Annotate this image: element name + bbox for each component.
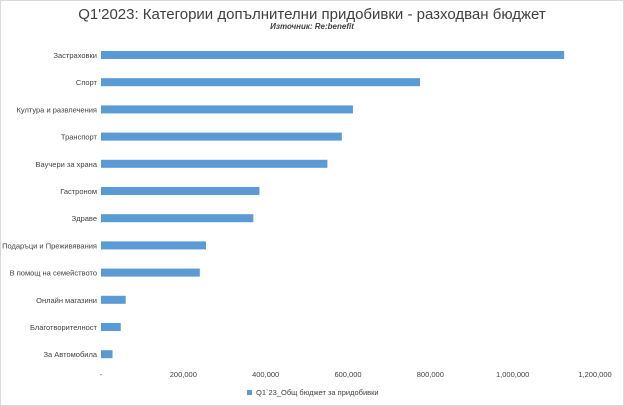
x-tick-label: 600,000 [334,370,361,379]
bar [101,241,206,250]
category-label: Застраховки [53,51,97,60]
category-label: За Автомобила [44,350,98,359]
x-tick-label: - [100,370,103,379]
category-label: Подаръци и Преживявания [2,241,97,250]
category-label: Култура и развлечения [17,105,98,114]
x-tick-label: 200,000 [170,370,197,379]
category-label: Онлайн магазини [36,296,97,305]
bar [101,214,254,223]
bar [101,295,126,304]
category-label: Ваучери за храна [36,160,98,169]
x-tick-label: 800,000 [417,370,444,379]
category-label: В помощ на семейството [10,269,97,278]
x-tick-label: 400,000 [252,370,279,379]
x-tick-label: 1,000,000 [496,370,529,379]
x-tick-label: 1,200,000 [578,370,611,379]
category-label: Транспорт [61,133,98,142]
bar [101,132,342,141]
chart-title: Q1'2023: Категории допълнителни придобив… [78,6,546,23]
legend-label: Q1`23_Общ бюджет за придобивки [256,388,379,397]
bar [101,350,113,359]
chart-subtitle: Източник: Re:benefit [270,22,354,31]
legend-swatch [247,390,252,395]
bar [101,51,565,59]
category-label: Спорт [76,78,98,87]
bar [101,187,260,195]
category-label: Здраве [72,214,97,223]
category-label: Благотворителност [30,323,98,332]
bar [101,105,353,114]
bar [101,78,421,87]
bar [101,268,200,277]
bar [101,159,328,168]
category-label: Гастроном [60,187,97,196]
bar [101,323,121,331]
